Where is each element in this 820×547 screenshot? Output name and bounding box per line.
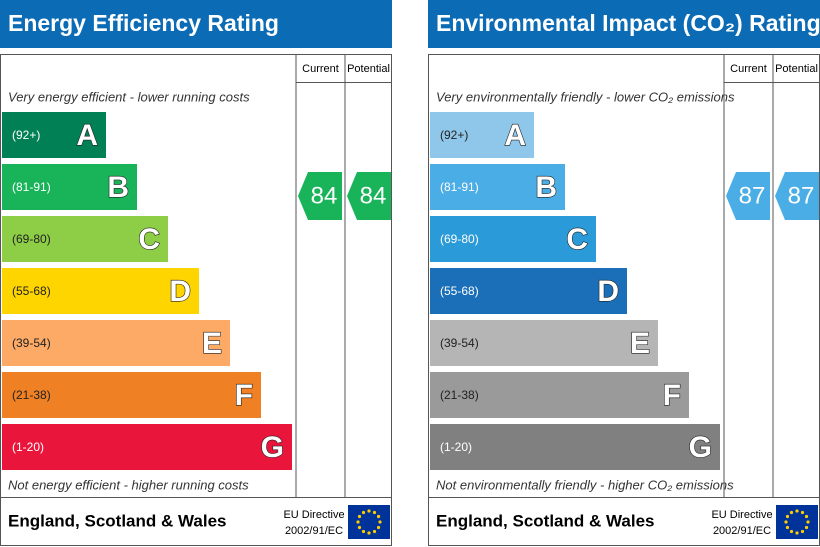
column-header: Potential [775,63,818,75]
eu-star [357,514,362,519]
eu-star [372,529,377,534]
rating-band [430,320,658,366]
bottom-note: Not environmentally friendly - higher CO… [436,477,734,492]
eu-star [367,531,371,535]
rating-band [2,372,261,418]
column-header: Current [730,63,767,75]
rating-value: 84 [311,182,338,209]
band-range: (55-68) [440,284,479,298]
band-range: (69-80) [12,232,51,246]
top-note: Very energy efficient - lower running co… [8,89,250,104]
footer-region: England, Scotland & Wales [8,511,227,530]
band-letter: A [504,119,526,152]
band-letter: B [107,171,129,204]
band-range: (1-20) [12,440,44,454]
band-letter: F [663,379,681,412]
column-header: Potential [347,63,390,75]
band-range: (81-91) [440,180,479,194]
eu-star [372,510,377,515]
directive: EU Directive [711,509,772,521]
band-range: (92+) [12,128,40,142]
eu-star [795,509,799,513]
rating-arrow [726,172,770,220]
band-range: (69-80) [440,232,479,246]
footer-region: England, Scotland & Wales [436,511,655,530]
band-letter: C [138,223,160,256]
column-header: Current [302,63,339,75]
rating-arrow [775,172,819,220]
eu-star [804,525,809,530]
rating-arrow [347,172,391,220]
band-range: (81-91) [12,180,51,194]
band-range: (39-54) [440,336,479,350]
panel-title: Environmental Impact (CO₂) Rating [436,10,820,36]
directive-code: 2002/91/EC [285,525,343,537]
eu-star [361,510,366,515]
rating-band [2,164,137,210]
rating-value: 87 [739,182,766,209]
eu-star [789,510,794,515]
rating-band [430,424,720,470]
band-letter: F [235,379,253,412]
eu-star [356,520,360,524]
eu-star [789,529,794,534]
rating-band [2,216,168,262]
frame [0,54,392,546]
eu-star [800,529,805,534]
band-range: (21-38) [12,388,51,402]
eu-star [800,510,805,515]
eu-star [806,520,810,524]
title-bar [428,0,820,48]
directive-code: 2002/91/EC [713,525,771,537]
rating-band [2,424,292,470]
rating-band [2,320,230,366]
panel-title: Energy Efficiency Rating [8,10,279,36]
band-range: (55-68) [12,284,51,298]
band-letter: D [169,275,191,308]
band-letter: G [261,431,284,464]
rating-band [2,112,106,158]
eu-star [795,531,799,535]
eu-star [378,520,382,524]
rating-band [2,268,199,314]
eu-star [376,514,381,519]
band-letter: E [630,327,650,360]
band-letter: D [597,275,619,308]
rating-band [430,164,565,210]
band-letter: A [76,119,98,152]
bottom-note: Not energy efficient - higher running co… [8,477,249,492]
eu-star [367,509,371,513]
rating-band [430,216,596,262]
eu-star [376,525,381,530]
band-range: (21-38) [440,388,479,402]
eu-star [785,514,790,519]
eu-star [785,525,790,530]
eu-star [784,520,788,524]
band-range: (39-54) [12,336,51,350]
rating-band [430,112,534,158]
band-range: (92+) [440,128,468,142]
band-letter: B [535,171,557,204]
band-range: (1-20) [440,440,472,454]
rating-value: 87 [788,182,815,209]
top-note: Very environmentally friendly - lower CO… [436,89,735,104]
title-bar [0,0,392,48]
directive: EU Directive [283,509,344,521]
rating-arrow [298,172,342,220]
band-letter: G [689,431,712,464]
rating-value: 84 [360,182,387,209]
eu-star [804,514,809,519]
rating-band [430,372,689,418]
eu-star [357,525,362,530]
eu-star [361,529,366,534]
rating-band [430,268,627,314]
band-letter: C [566,223,588,256]
band-letter: E [202,327,222,360]
